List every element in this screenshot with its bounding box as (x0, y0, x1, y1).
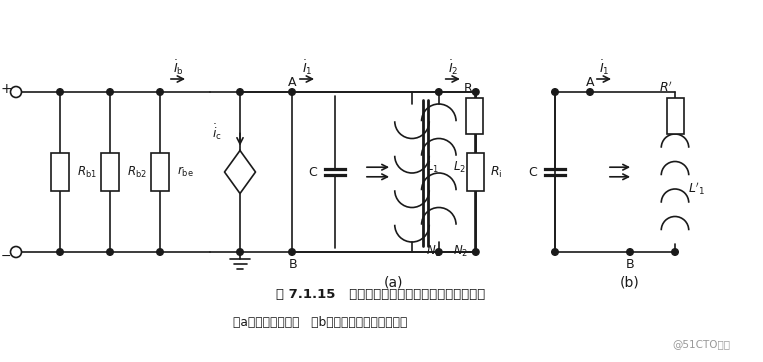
Text: $R_{\rm b2}$: $R_{\rm b2}$ (127, 164, 146, 180)
Circle shape (436, 249, 442, 255)
Text: C: C (308, 165, 317, 178)
Circle shape (552, 249, 559, 255)
Text: $\dot{I}_1$: $\dot{I}_1$ (599, 59, 610, 77)
Circle shape (288, 249, 295, 255)
Circle shape (587, 89, 594, 95)
Text: $N_1$: $N_1$ (426, 244, 441, 258)
Circle shape (56, 89, 63, 95)
Text: +: + (0, 82, 11, 96)
Text: R: R (464, 81, 473, 94)
Bar (101, 153, 119, 191)
Circle shape (436, 89, 442, 95)
Text: $R_{\rm b1}$: $R_{\rm b1}$ (77, 164, 97, 180)
Circle shape (552, 89, 559, 95)
Text: A: A (586, 76, 594, 89)
Text: $R_{\rm i}$: $R_{\rm i}$ (490, 164, 502, 180)
Text: C: C (528, 165, 537, 178)
Text: $L'_1$: $L'_1$ (688, 181, 706, 197)
Bar (466, 98, 483, 134)
Text: B: B (288, 257, 298, 270)
Circle shape (107, 89, 113, 95)
Text: $r_{\rm be}$: $r_{\rm be}$ (177, 165, 194, 179)
Circle shape (288, 89, 295, 95)
Circle shape (237, 89, 243, 95)
Text: $-$: $-$ (1, 248, 11, 261)
Circle shape (107, 249, 113, 255)
Bar (151, 153, 169, 191)
Circle shape (671, 249, 678, 255)
Text: $\dot{I}_{\rm b}$: $\dot{I}_{\rm b}$ (172, 59, 183, 77)
Circle shape (156, 249, 163, 255)
Bar (667, 98, 684, 134)
Text: （a）交流等效电路   （b）变压器部分的等效电路: （a）交流等效电路 （b）变压器部分的等效电路 (233, 316, 407, 328)
Text: $L_2$: $L_2$ (452, 159, 465, 174)
Text: @51CTO博客: @51CTO博客 (672, 339, 730, 349)
Text: $\dot{I}_2$: $\dot{I}_2$ (448, 59, 458, 77)
Text: A: A (288, 76, 296, 89)
Text: $N_2$: $N_2$ (452, 244, 468, 258)
Circle shape (472, 89, 479, 95)
Bar (51, 153, 69, 191)
Text: $R'$: $R'$ (659, 81, 673, 95)
Text: $\dot{I}_1$: $\dot{I}_1$ (301, 59, 312, 77)
Text: $\dot{i}_{\rm c}$: $\dot{i}_{\rm c}$ (212, 123, 222, 142)
Bar (467, 153, 485, 191)
Circle shape (156, 89, 163, 95)
Circle shape (626, 249, 633, 255)
Circle shape (237, 249, 243, 255)
Text: (b): (b) (620, 275, 640, 289)
Circle shape (56, 249, 63, 255)
Circle shape (472, 249, 479, 255)
Text: (a): (a) (384, 275, 404, 289)
Text: $L_1$: $L_1$ (426, 159, 439, 174)
Text: 图 7.1.15   变压器反馈式振荡电路的交流等效电路: 图 7.1.15 变压器反馈式振荡电路的交流等效电路 (276, 289, 485, 302)
Text: B: B (626, 257, 634, 270)
